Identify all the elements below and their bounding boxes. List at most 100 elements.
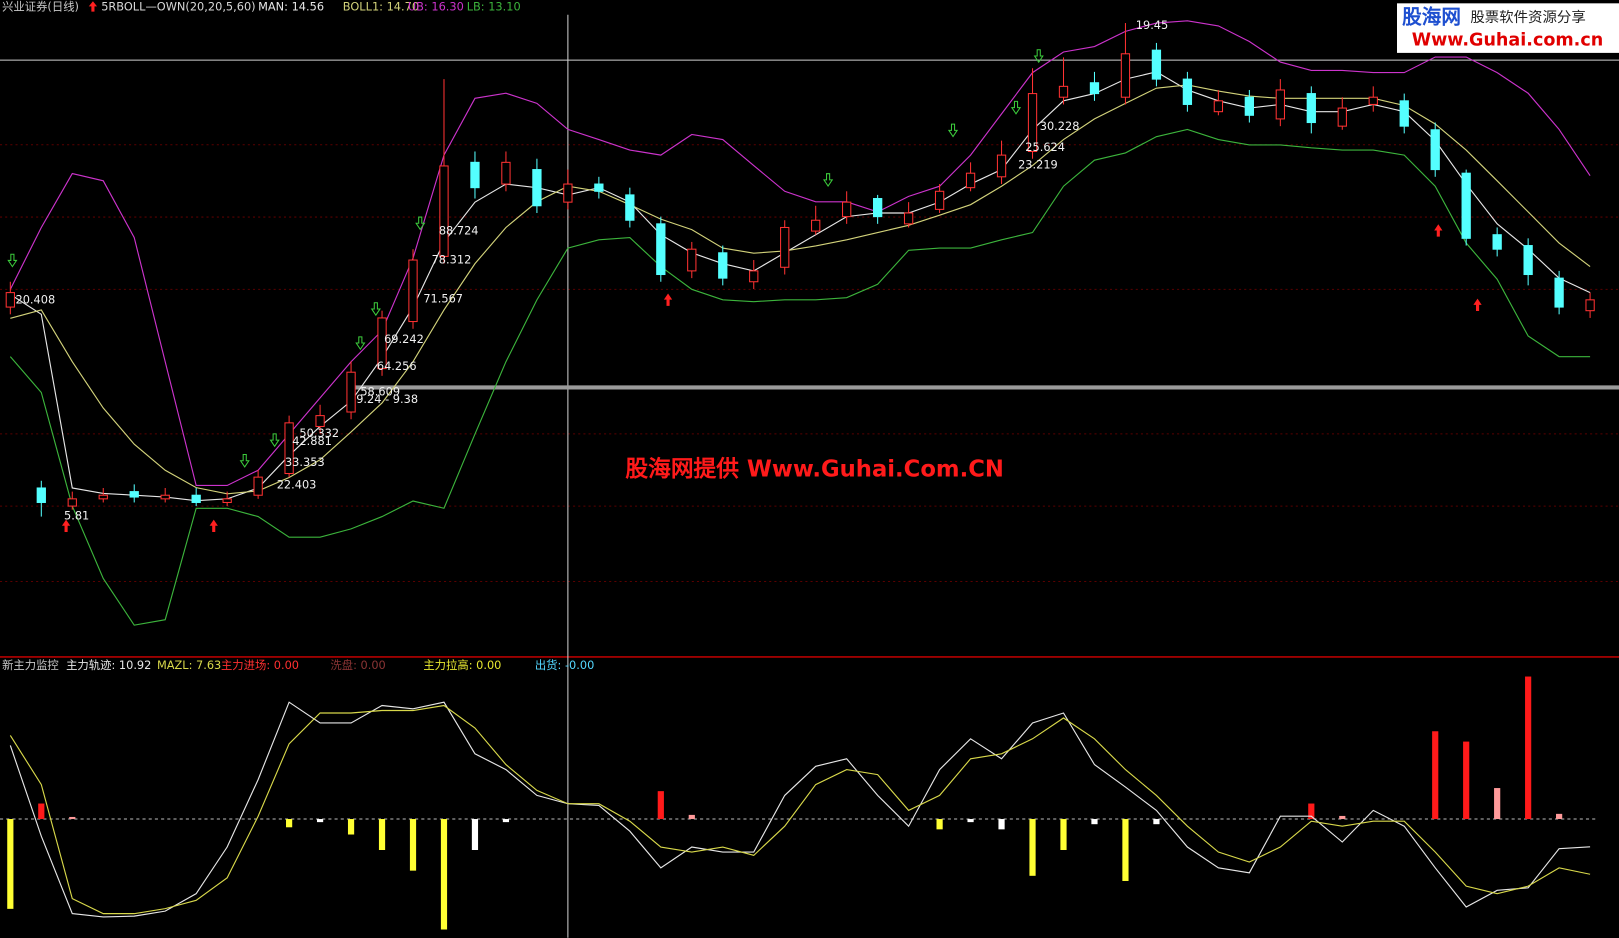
candle-body (315, 415, 325, 427)
candle (1182, 71, 1193, 112)
histogram-bar (1091, 819, 1098, 825)
histogram-bar (657, 791, 664, 820)
candle-body (222, 498, 232, 503)
candle-body (1368, 96, 1378, 105)
series-line (10, 84, 1591, 495)
candle (842, 191, 852, 224)
candle (160, 487, 170, 503)
candle (780, 220, 790, 275)
candle-body (563, 183, 573, 203)
candle (1213, 89, 1224, 116)
candle-body (346, 371, 356, 413)
candle-body (1523, 245, 1533, 276)
candle (656, 216, 666, 282)
candle (1554, 270, 1564, 315)
candle-body (625, 194, 635, 221)
signal-arrow-down (1033, 49, 1044, 64)
candle (284, 415, 294, 478)
legend-entry: 主力进场: 0.00 (221, 658, 299, 672)
candle (315, 404, 325, 434)
signal-arrow-down (355, 336, 366, 351)
signal-arrow-down (1010, 100, 1022, 115)
candle (470, 151, 480, 199)
candle (718, 245, 728, 286)
signal-arrow-down (370, 302, 381, 317)
histogram-bar (378, 819, 386, 851)
candle-body (965, 172, 976, 189)
histogram-bar (316, 819, 324, 823)
candle-body (191, 494, 201, 503)
candle-body (1182, 78, 1193, 105)
histogram-bar (1339, 815, 1346, 820)
series-line (9, 128, 1591, 626)
histogram-bar (409, 819, 417, 871)
candle (1306, 86, 1316, 134)
candle-body (780, 226, 790, 268)
histogram-bar (967, 819, 974, 823)
candle-body (687, 248, 697, 272)
annotation: 22.403 (277, 478, 317, 492)
watermark-url: Www.Guhai.com.cn (1412, 31, 1604, 51)
candle (36, 480, 46, 517)
candle-body (1430, 129, 1440, 171)
candle-body (1089, 82, 1100, 95)
annotation: 33.353 (285, 455, 325, 469)
candle (1151, 42, 1162, 87)
signal-arrow-down (822, 173, 834, 188)
annotation: 78.312 (432, 252, 472, 266)
annotation: 9.24 - 9.38 (356, 392, 418, 406)
candle-body (873, 198, 883, 218)
candle-body (1585, 299, 1595, 312)
candle-body (1120, 53, 1131, 98)
signal-arrow-down (7, 253, 18, 268)
candle-body (439, 165, 449, 257)
candle (1120, 23, 1131, 105)
signal-arrow-down (269, 433, 280, 448)
candle-body (718, 252, 728, 279)
histogram-bar (347, 819, 355, 835)
signal-arrow-up (61, 519, 71, 532)
candle (98, 487, 108, 503)
candle-body (1337, 107, 1347, 127)
candle (563, 169, 573, 210)
histogram-bar (1308, 803, 1315, 820)
watermark: 股海网 股票软件资源分享 Www.Guhai.com.cn (1397, 3, 1619, 53)
candle-body (284, 422, 294, 475)
histogram-bar (440, 819, 448, 930)
histogram-bar (1029, 819, 1036, 876)
candle (811, 205, 821, 235)
candle-body (377, 317, 387, 370)
annotation: 71.567 (423, 292, 463, 306)
histogram-bar (1122, 819, 1129, 881)
candle (1585, 292, 1595, 318)
annotation: 25.624 (1025, 140, 1065, 154)
legend-entry: UB: 16.30 (408, 0, 464, 13)
annotation: 23.219 (1018, 157, 1058, 171)
candle (439, 79, 449, 264)
histogram-bar (502, 819, 510, 823)
legend-entry: MAN: 14.56 (258, 0, 324, 13)
annotation: 30.228 (1040, 119, 1080, 133)
candle-body (749, 270, 759, 283)
candle (1244, 89, 1255, 123)
candle (1089, 71, 1100, 101)
candle-body (1058, 85, 1069, 98)
legend-entry: 主力轨迹: 10.92 (66, 658, 151, 672)
annotation: 19.45 (1136, 18, 1168, 32)
candle-body (1275, 89, 1285, 120)
candle-body (903, 212, 914, 225)
lower-panel: 新主力监控 主力轨迹: 10.92 MAZL: 7.63 主力进场: 0.00 洗盘: … (0, 658, 1596, 930)
candle-body (1461, 172, 1471, 239)
histogram-bar (38, 803, 45, 820)
annotation: 50.332 (299, 426, 339, 440)
histogram-bar (688, 814, 695, 820)
candle (625, 187, 635, 228)
histogram-bar (1432, 731, 1439, 820)
signal-arrow-up (209, 519, 218, 532)
legend-entry: BOLL1: 14.70 (343, 0, 419, 13)
candle (129, 484, 139, 503)
candle (191, 487, 201, 507)
candle (1461, 169, 1471, 246)
signal-arrow-up (663, 293, 673, 306)
